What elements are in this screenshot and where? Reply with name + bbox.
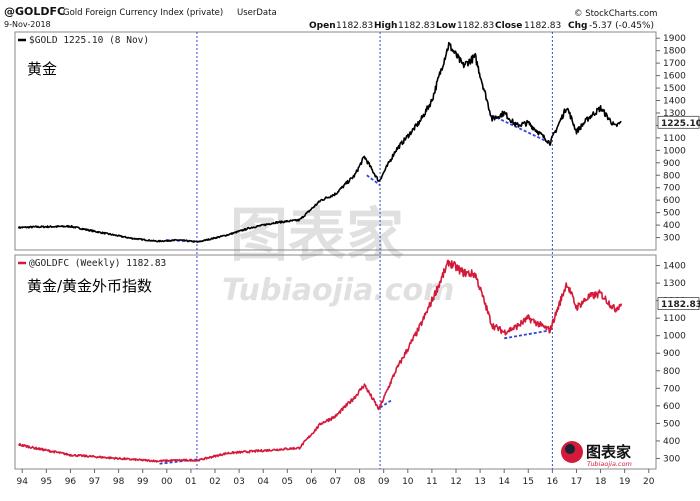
x-tick-label: 08 (354, 477, 366, 487)
y-tick-label: 1400 (663, 97, 686, 107)
last-value-label: 1225.10 (661, 119, 700, 129)
y-tick-label: 1300 (663, 109, 686, 119)
logo-cn: 图表家 (586, 443, 631, 461)
close-label: Close (495, 21, 522, 31)
logo-en: Tubiaojia.com (587, 460, 632, 468)
x-tick-label: 10 (402, 477, 414, 487)
y-tick-label: 400 (663, 221, 680, 231)
y-tick-label: 500 (663, 419, 680, 429)
y-tick-label: 600 (663, 402, 680, 412)
x-tick-label: 20 (643, 477, 655, 487)
y-tick-label: 400 (663, 437, 680, 447)
low-value: 1182.83 (457, 21, 494, 31)
x-tick-label: 07 (330, 477, 341, 487)
last-value-box (657, 115, 700, 129)
x-tick-label: 94 (17, 477, 29, 487)
series-line (17, 259, 623, 463)
y-tick-label: 900 (663, 349, 680, 359)
y-tick-label: 1300 (663, 279, 686, 289)
logo-mark-inner (565, 444, 575, 454)
chg-label: Chg (568, 21, 587, 31)
x-tick-label: 95 (41, 477, 52, 487)
x-tick-label: 09 (378, 477, 390, 487)
x-tick-label: 97 (89, 477, 100, 487)
y-tick-label: 700 (663, 384, 680, 394)
open-value: 1182.83 (336, 21, 373, 31)
watermark-en: Tubiaojia.com (222, 273, 454, 308)
header-date: 9-Nov-2018 (4, 20, 51, 29)
x-tick-label: 02 (209, 477, 220, 487)
top-legend: $GOLD 1225.10 (8 Nov) (29, 35, 149, 46)
x-tick-label: 03 (233, 477, 244, 487)
x-tick-label: 96 (65, 477, 77, 487)
y-tick-label: 1100 (663, 314, 686, 324)
y-tick-label: 1400 (663, 262, 686, 272)
high-label: High (374, 21, 397, 31)
y-tick-label: 900 (663, 159, 680, 169)
watermark: 图表家 Tubiaojia.com (222, 201, 454, 308)
y-tick-label: 1700 (663, 59, 686, 69)
x-tick-label: 12 (450, 477, 461, 487)
y-tick-label: 1900 (663, 34, 686, 44)
x-tick-label: 13 (474, 477, 485, 487)
y-tick-label: 1000 (663, 332, 686, 342)
y-tick-label: 1000 (663, 146, 686, 156)
trend-segment (366, 174, 381, 186)
x-tick-label: 14 (498, 477, 510, 487)
x-tick-label: 15 (523, 477, 534, 487)
trend-segment (491, 114, 551, 144)
trend-segment (379, 399, 392, 409)
bottom-title: 黄金/黄金外币指数 (27, 277, 152, 295)
y-tick-label: 300 (663, 454, 680, 464)
high-value: 1182.83 (398, 21, 435, 31)
open-label: Open (309, 21, 336, 31)
x-tick-label: 99 (137, 477, 149, 487)
y-tick-label: 300 (663, 234, 680, 244)
x-tick-label: 11 (426, 477, 437, 487)
x-tick-label: 98 (113, 477, 125, 487)
header-source: UserData (237, 8, 277, 18)
chg-value: -5.37 (-0.45%) (589, 21, 654, 31)
top-title: 黄金 (27, 60, 57, 78)
brand-logo: 图表家 Tubiaojia.com (561, 441, 632, 468)
series-line (17, 41, 622, 243)
y-tick-label: 600 (663, 196, 680, 206)
trend-segment (504, 329, 551, 340)
y-tick-label: 1800 (663, 47, 686, 57)
y-tick-label: 1600 (663, 72, 686, 82)
y-tick-label: 1100 (663, 134, 686, 144)
x-tick-label: 17 (571, 477, 582, 487)
close-value: 1182.83 (524, 21, 561, 31)
x-tick-label: 19 (619, 477, 631, 487)
x-tick-label: 16 (547, 477, 559, 487)
x-tick-label: 05 (282, 477, 293, 487)
low-label: Low (436, 21, 456, 31)
header-name: Gold Foreign Currency Index (private) (63, 8, 223, 18)
y-tick-label: 800 (663, 171, 680, 181)
top-panel-frame (14, 31, 657, 251)
header-symbol: @GOLDFC (4, 5, 65, 18)
x-tick-label: 01 (185, 477, 196, 487)
y-tick-label: 800 (663, 367, 680, 377)
last-value-box (657, 297, 700, 311)
y-tick-label: 700 (663, 184, 680, 194)
bottom-legend: @GOLDFC (Weekly) 1182.83 (29, 258, 166, 269)
x-tick-label: 18 (595, 477, 607, 487)
x-tick-label: 06 (306, 477, 318, 487)
x-tick-label: 04 (257, 477, 269, 487)
y-tick-label: 500 (663, 209, 680, 219)
copyright-text: © StockCharts.com (574, 9, 657, 19)
y-tick-label: 1500 (663, 84, 686, 94)
watermark-cn: 图表家 (230, 201, 404, 269)
last-value-label: 1182.83 (661, 300, 700, 310)
x-tick-label: 00 (161, 477, 173, 487)
